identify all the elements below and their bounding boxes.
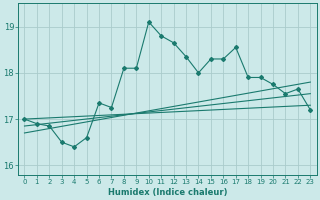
X-axis label: Humidex (Indice chaleur): Humidex (Indice chaleur) xyxy=(108,188,227,197)
